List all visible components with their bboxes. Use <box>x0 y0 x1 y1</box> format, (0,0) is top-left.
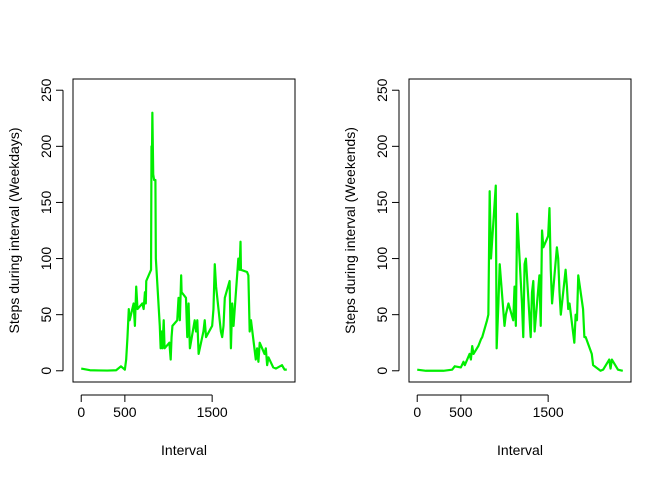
y-tick-label: 200 <box>38 134 54 158</box>
y-tick-label: 50 <box>374 307 390 323</box>
x-tick-label: 500 <box>449 404 473 420</box>
y-tick-label: 0 <box>374 367 390 375</box>
y-axis-label: Steps during interval (Weekdays) <box>6 128 22 334</box>
y-axis-label: Steps during interval (Weekends) <box>342 127 358 334</box>
y-tick-label: 200 <box>374 134 390 158</box>
y-tick-label: 250 <box>374 78 390 102</box>
x-tick-label: 500 <box>113 404 137 420</box>
y-tick-label: 100 <box>38 247 54 271</box>
x-tick-label: 1500 <box>197 404 228 420</box>
data-line <box>417 184 624 372</box>
y-tick-label: 100 <box>374 247 390 271</box>
y-tick-label: 0 <box>38 367 54 375</box>
x-tick-label: 0 <box>413 404 421 420</box>
x-tick-label: 1500 <box>533 404 564 420</box>
plot-frame <box>408 78 632 383</box>
y-tick-label: 250 <box>38 78 54 102</box>
y-tick-label: 150 <box>374 191 390 215</box>
data-line <box>81 111 287 372</box>
x-axis-label: Interval <box>161 442 207 458</box>
y-tick-label: 50 <box>38 307 54 323</box>
x-axis-label: Interval <box>497 442 543 458</box>
plot-frame <box>72 78 296 383</box>
y-tick-label: 150 <box>38 191 54 215</box>
x-tick-label: 0 <box>77 404 85 420</box>
